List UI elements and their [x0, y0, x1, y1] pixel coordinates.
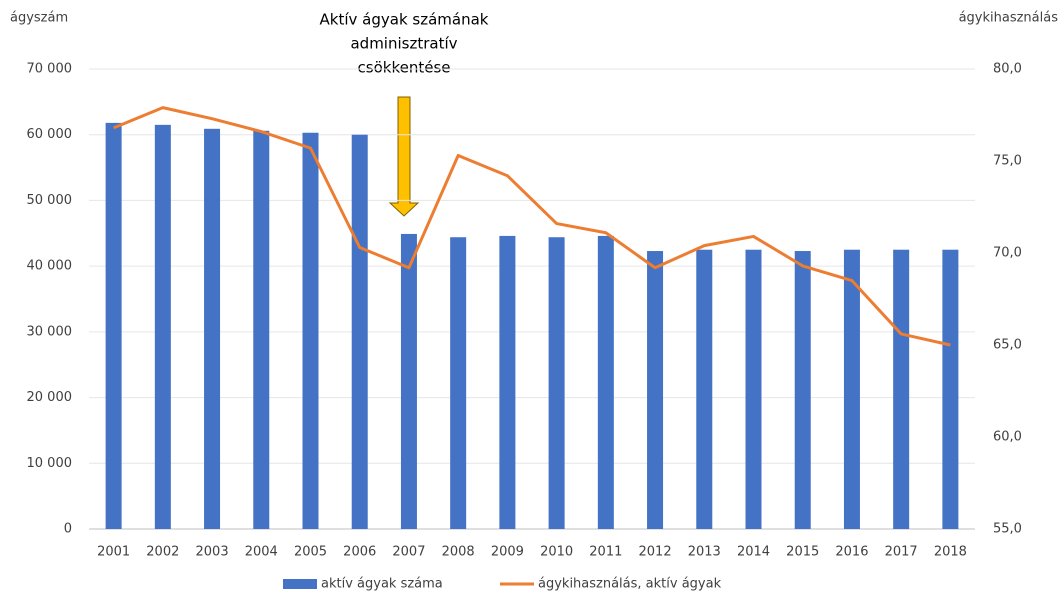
- annotation: Aktív ágyak számának: [320, 11, 489, 29]
- bar: [597, 235, 614, 529]
- legend-swatch: [283, 579, 317, 589]
- x-tick-label: 2015: [786, 545, 819, 560]
- x-tick-label: 2018: [934, 545, 967, 560]
- bar: [400, 233, 417, 529]
- y2-axis-title: ágykihasználás: [959, 11, 1059, 26]
- bar: [351, 134, 368, 529]
- annotation-arrow: [388, 96, 420, 217]
- x-tick-label: 2001: [97, 545, 130, 560]
- y2-tick-label: 70,0: [993, 246, 1022, 261]
- bar: [942, 249, 959, 529]
- x-tick-label: 2013: [688, 545, 721, 560]
- x-tick-label: 2002: [146, 545, 179, 560]
- y-tick-label: 20 000: [27, 390, 73, 405]
- y2-tick-label: 65,0: [993, 338, 1022, 353]
- bar: [696, 249, 713, 529]
- annotation: csökkentése: [358, 59, 451, 77]
- x-tick-label: 2005: [294, 545, 327, 560]
- y-tick-label: 70 000: [27, 62, 73, 77]
- x-tick-label: 2009: [491, 545, 524, 560]
- x-tick-label: 2011: [589, 545, 622, 560]
- bar: [794, 251, 811, 529]
- y2-tick-label: 75,0: [993, 154, 1022, 169]
- x-tick-label: 2017: [885, 545, 918, 560]
- x-tick-label: 2016: [835, 545, 868, 560]
- bar: [302, 132, 319, 529]
- bar: [893, 249, 910, 529]
- y-tick-label: 60 000: [27, 127, 73, 142]
- x-tick-label: 2012: [639, 545, 672, 560]
- bar: [253, 130, 270, 529]
- y2-tick-label: 60,0: [993, 430, 1022, 445]
- x-tick-label: 2008: [442, 545, 475, 560]
- bar: [499, 235, 516, 529]
- y-tick-label: 50 000: [27, 193, 73, 208]
- y-tick-label: 40 000: [27, 259, 73, 274]
- x-tick-label: 2006: [343, 545, 376, 560]
- bar: [548, 237, 565, 529]
- y-tick-label: 30 000: [27, 324, 73, 339]
- bar: [647, 251, 664, 529]
- y-tick-label: 10 000: [27, 456, 73, 471]
- y2-tick-label: 55,0: [993, 522, 1022, 537]
- line: [113, 106, 951, 347]
- y2-tick-label: 80,0: [993, 62, 1022, 77]
- bar: [745, 249, 762, 529]
- bar: [843, 249, 860, 529]
- legend-label: ágykihasználás, aktív ágyak: [538, 577, 722, 592]
- x-tick-label: 2004: [245, 545, 278, 560]
- bar: [450, 237, 467, 529]
- bar: [105, 122, 122, 529]
- y-tick-label: 0: [64, 522, 72, 537]
- x-tick-label: 2007: [392, 545, 425, 560]
- bar: [154, 124, 171, 529]
- y-axis-title: ágyszám: [10, 11, 68, 26]
- bar: [204, 128, 221, 530]
- x-tick-label: 2003: [196, 545, 229, 560]
- x-tick-label: 2010: [540, 545, 573, 560]
- legend-label: aktív ágyak száma: [321, 577, 443, 592]
- annotation: adminisztratív: [350, 35, 457, 53]
- x-tick-label: 2014: [737, 545, 770, 560]
